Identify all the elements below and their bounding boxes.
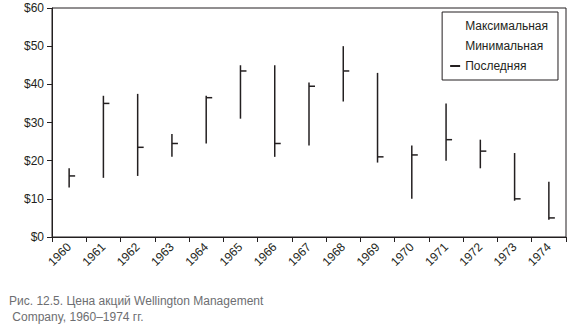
svg-text:Рис. 12.5. Цена акций Wellingt: Рис. 12.5. Цена акций Wellington Managem… bbox=[9, 294, 264, 308]
svg-text:$10: $10 bbox=[24, 192, 44, 206]
svg-text:1963: 1963 bbox=[148, 240, 177, 269]
svg-text:$40: $40 bbox=[24, 77, 44, 91]
svg-text:$0: $0 bbox=[31, 230, 45, 244]
svg-text:Последняя: Последняя bbox=[465, 59, 526, 73]
svg-text:1968: 1968 bbox=[319, 240, 348, 269]
svg-text:1967: 1967 bbox=[285, 240, 314, 269]
svg-text:1971: 1971 bbox=[422, 240, 451, 269]
svg-text:1974: 1974 bbox=[525, 240, 554, 269]
svg-text:1962: 1962 bbox=[114, 240, 143, 269]
svg-text:$30: $30 bbox=[24, 116, 44, 130]
svg-text:$50: $50 bbox=[24, 39, 44, 53]
svg-text:Company, 1960–1974 гг.: Company, 1960–1974 гг. bbox=[9, 310, 144, 324]
svg-text:1965: 1965 bbox=[217, 240, 246, 269]
svg-text:1961: 1961 bbox=[80, 240, 109, 269]
svg-text:1964: 1964 bbox=[182, 240, 211, 269]
svg-text:1969: 1969 bbox=[354, 240, 383, 269]
svg-text:1972: 1972 bbox=[457, 240, 486, 269]
svg-text:1973: 1973 bbox=[491, 240, 520, 269]
svg-text:$20: $20 bbox=[24, 154, 44, 168]
svg-text:1966: 1966 bbox=[251, 240, 280, 269]
svg-text:1970: 1970 bbox=[388, 240, 417, 269]
svg-text:Минимальная: Минимальная bbox=[465, 39, 543, 53]
svg-text:$60: $60 bbox=[24, 1, 44, 15]
svg-text:Максимальная: Максимальная bbox=[465, 19, 548, 33]
svg-text:1960: 1960 bbox=[45, 240, 74, 269]
